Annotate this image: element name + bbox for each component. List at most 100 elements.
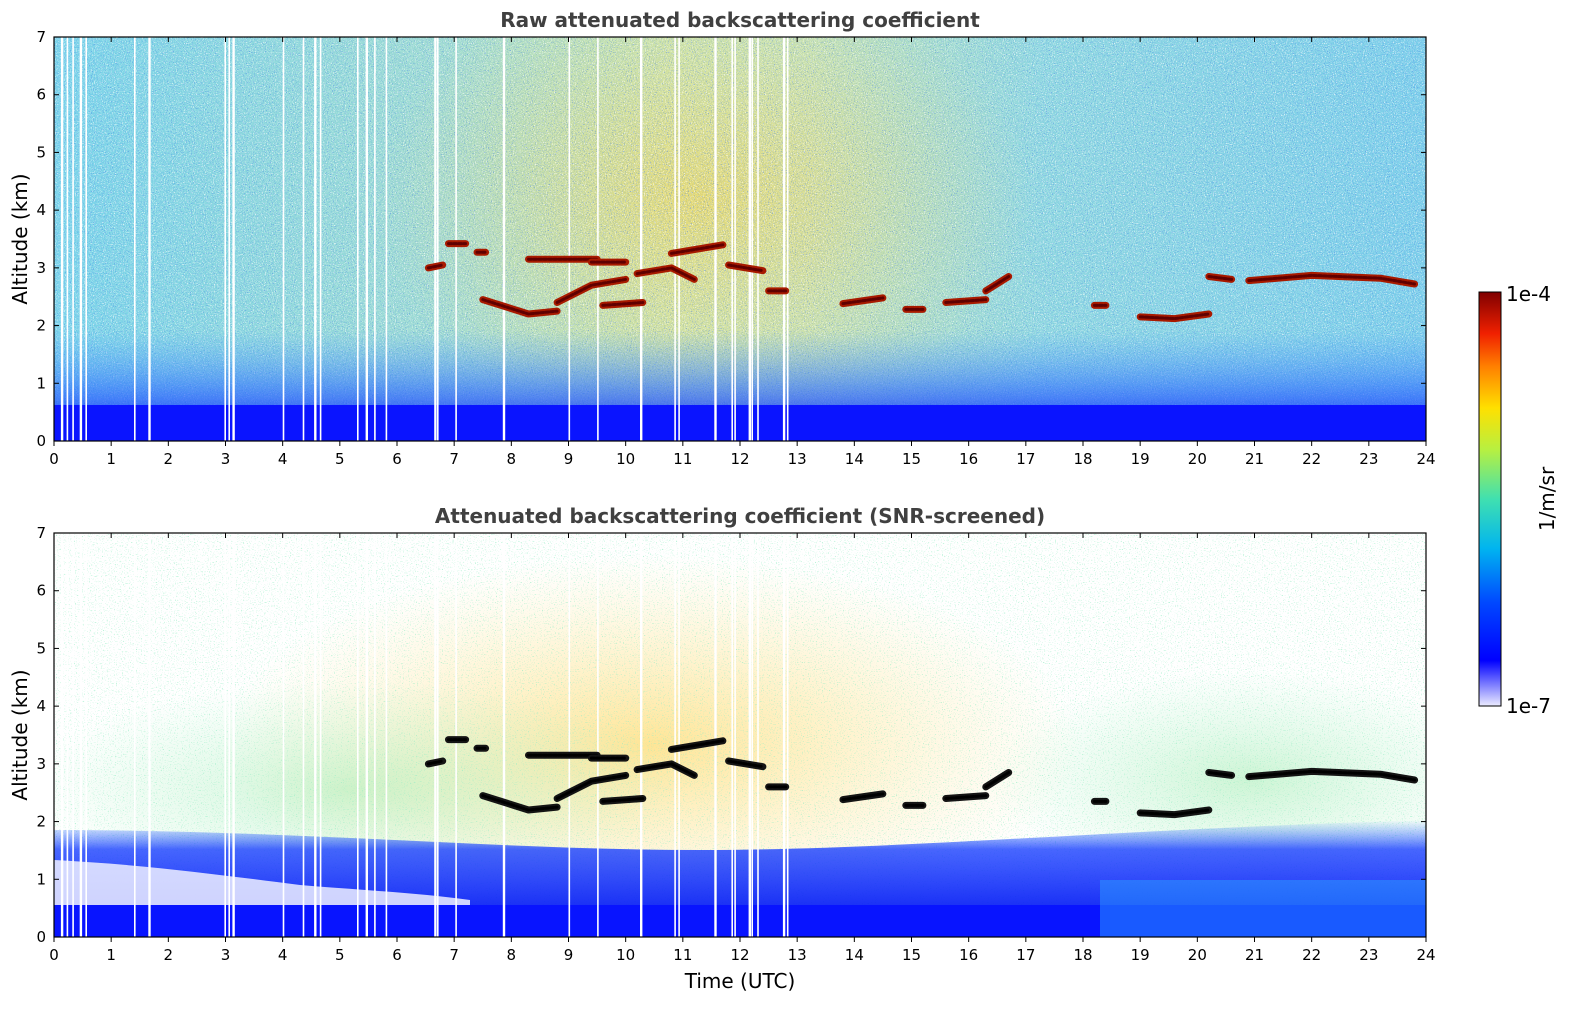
raw-xtick-label-14: 14 [845,450,864,468]
snr-gap-33 [782,533,786,937]
colorbar: 1e-4 1e-7 1/m/sr [1478,282,1559,718]
snr-gap-0 [60,533,64,937]
raw-gap-18 [434,37,437,441]
raw-gap-30 [748,37,751,441]
raw-gap-24 [640,37,643,441]
raw-cloud-features [424,240,1419,323]
snr-gap-10 [282,533,285,937]
colorbar-unit-label: 1/m/sr [1535,466,1559,531]
snr-y-axis-label: Altitude (km) [8,669,32,800]
raw-gap-9 [232,37,235,441]
snr-xtick-label-2: 2 [164,946,174,964]
raw-gap-0 [60,37,64,441]
snr-cloud-core-7 [601,797,645,803]
snr-gap-17 [385,533,388,937]
raw-cloud-core-19 [1247,273,1417,286]
raw-ytick-label-5: 5 [36,143,46,161]
raw-ytick-label-0: 0 [36,432,46,450]
raw-y-ticks: 0 1 2 3 4 5 6 7 [36,28,1426,450]
snr-gap-28 [731,533,733,937]
raw-gap-3 [79,37,83,441]
snr-gap-32 [757,533,759,937]
raw-xtick-label-11: 11 [673,450,692,468]
snr-cloud-core-14 [944,794,988,800]
snr-gap-3 [79,533,83,937]
snr-missing-data-gaps [60,533,789,937]
snr-ytick-label-2: 2 [36,813,46,831]
raw-gap-20 [455,37,457,441]
snr-xtick-label-18: 18 [1073,946,1092,964]
snr-gap-19 [437,533,439,937]
snr-xtick-label-20: 20 [1188,946,1207,964]
snr-gap-1 [66,533,69,937]
snr-cloud-core-9 [669,739,725,751]
raw-cloud-core-7 [601,301,645,307]
snr-gap-8 [228,533,230,937]
snr-cloud-core-3 [481,794,559,812]
raw-cloud-core-15 [984,275,1011,293]
snr-ytick-label-4: 4 [36,697,46,715]
snr-cloud-core-12 [841,792,885,802]
snr-gap-5 [134,533,136,937]
snr-xtick-label-3: 3 [221,946,231,964]
raw-xtick-label-17: 17 [1016,450,1035,468]
raw-xtick-label-12: 12 [730,450,749,468]
snr-xtick-label-23: 23 [1359,946,1378,964]
snr-gap-21 [502,533,506,937]
snr-xtick-label-9: 9 [564,946,574,964]
raw-gap-22 [568,37,571,441]
snr-xtick-label-8: 8 [507,946,517,964]
raw-ytick-label-1: 1 [36,374,46,392]
raw-xtick-label-10: 10 [616,450,635,468]
snr-xtick-label-4: 4 [278,946,288,964]
raw-gap-8 [228,37,230,441]
raw-gap-21 [502,37,506,441]
snr-gap-2 [72,533,74,937]
raw-gap-6 [148,37,151,441]
snr-gap-34 [786,533,789,937]
raw-surface-layer [54,405,1426,441]
snr-gap-15 [365,533,368,937]
snr-xtick-label-6: 6 [392,946,402,964]
snr-gap-27 [714,533,717,937]
snr-cloud-core-15 [984,771,1011,789]
raw-xtick-label-4: 4 [278,450,288,468]
colorbar-gradient [1478,291,1502,707]
snr-xtick-label-11: 11 [673,946,692,964]
snr-gap-31 [751,533,753,937]
raw-x-ticks: 0 1 2 3 4 5 6 7 8 9 10 11 12 13 14 15 16 17 18 19 20 21 22 23 24 [49,37,1436,468]
snr-cloud-core-8 [635,762,696,777]
snr-gap-14 [357,533,359,937]
raw-ytick-label-4: 4 [36,201,46,219]
raw-cloud-core-4 [555,277,628,304]
raw-xtick-label-6: 6 [392,450,402,468]
snr-gap-4 [85,533,87,937]
raw-gap-5 [134,37,136,441]
snr-gap-25 [674,533,676,937]
snr-xtick-label-7: 7 [449,946,459,964]
snr-gap-7 [224,533,226,937]
raw-gap-11 [302,37,305,441]
raw-missing-data-gaps [60,37,789,441]
raw-xtick-label-7: 7 [449,450,459,468]
snr-gap-12 [314,533,317,937]
raw-xtick-label-1: 1 [106,450,116,468]
raw-gap-7 [224,37,226,441]
raw-gap-25 [674,37,676,441]
snr-xtick-label-14: 14 [845,946,864,964]
raw-xtick-label-3: 3 [221,450,231,468]
raw-gap-2 [72,37,74,441]
raw-cloud-core-8 [635,266,696,281]
snr-gap-20 [455,533,457,937]
raw-xtick-label-13: 13 [788,450,807,468]
raw-gap-33 [782,37,786,441]
snr-gap-6 [148,533,151,937]
snr-gap-11 [302,533,305,937]
raw-ytick-label-2: 2 [36,317,46,335]
raw-xtick-label-16: 16 [959,450,978,468]
snr-ytick-label-7: 7 [36,524,46,542]
snr-gap-16 [374,533,376,937]
raw-cloud-core-10 [727,263,765,273]
raw-ytick-label-6: 6 [36,86,46,104]
raw-xtick-label-18: 18 [1073,450,1092,468]
